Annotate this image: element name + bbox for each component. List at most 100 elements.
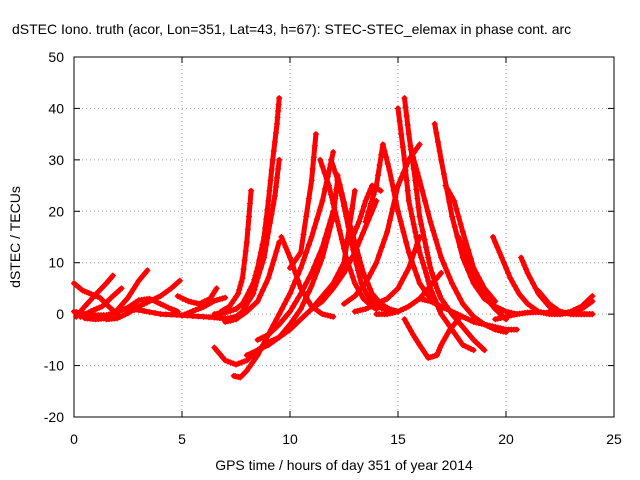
data-point-marker <box>362 280 369 287</box>
trace-marker <box>430 293 437 300</box>
trace-marker <box>347 223 354 230</box>
data-point-marker <box>114 307 121 314</box>
data-point-marker <box>297 306 304 312</box>
trace-marker <box>305 241 312 248</box>
trace-marker <box>278 331 285 338</box>
trace-marker <box>410 154 417 161</box>
data-point-marker <box>416 249 423 256</box>
trace-marker <box>413 272 420 279</box>
trace-marker <box>216 296 223 303</box>
y-tick-label: 20 <box>48 203 64 219</box>
data-point-marker <box>567 309 574 316</box>
trace-marker <box>260 286 266 293</box>
data-point-marker <box>451 198 458 204</box>
trace-marker <box>130 286 137 293</box>
data-point-marker <box>518 254 525 261</box>
trace-marker <box>459 244 466 251</box>
trace-marker <box>327 313 334 320</box>
trace-marker <box>449 194 455 201</box>
data-point-marker <box>431 120 438 127</box>
trace-marker <box>289 304 296 311</box>
trace-marker <box>378 244 385 251</box>
data-series-27 <box>351 234 423 315</box>
trace-marker <box>264 235 271 242</box>
trace-marker <box>272 183 279 190</box>
trace-marker <box>509 279 516 285</box>
trace-marker <box>330 200 337 207</box>
trace-marker <box>95 288 102 295</box>
series-trace <box>287 131 319 271</box>
trace-marker <box>421 264 428 271</box>
trace-marker <box>256 270 263 276</box>
trace-marker <box>303 294 310 301</box>
trace-marker <box>359 306 366 313</box>
data-series-35 <box>431 120 520 318</box>
data-series-34 <box>416 295 520 333</box>
data-point-marker <box>386 167 393 174</box>
trace-marker <box>257 292 264 299</box>
trace-marker <box>457 320 464 327</box>
x-tick-label: 25 <box>606 431 622 447</box>
trace-marker <box>251 356 258 363</box>
axis-ticks: 0 5 10 15 20 25 -20 -10 0 10 20 30 40 50 <box>44 49 622 447</box>
series-trace <box>402 316 461 361</box>
trace-marker <box>366 285 373 292</box>
trace-marker <box>415 204 422 211</box>
data-point-marker <box>416 213 423 220</box>
trace-marker <box>389 205 396 212</box>
trace-marker <box>249 360 256 366</box>
data-point-marker <box>405 264 412 271</box>
data-point-marker <box>455 234 462 240</box>
trace-marker <box>168 311 175 318</box>
trace-marker <box>238 279 245 285</box>
trace-marker <box>268 210 275 217</box>
data-point-marker <box>360 270 367 276</box>
trace-marker <box>260 334 266 341</box>
trace-marker <box>359 208 366 215</box>
trace-marker <box>411 264 418 271</box>
data-point-marker <box>235 290 242 297</box>
trace-marker <box>257 264 264 271</box>
data-point-marker <box>243 367 250 374</box>
data-point-marker <box>287 321 293 328</box>
data-point-marker <box>412 228 419 235</box>
data-point-marker <box>459 324 466 330</box>
trace-marker <box>397 176 404 183</box>
trace-marker <box>454 290 461 297</box>
trace-marker <box>233 293 239 300</box>
data-point-marker <box>185 298 192 305</box>
trace-marker <box>295 277 302 284</box>
trace-marker <box>270 257 277 264</box>
trace-marker <box>414 239 421 246</box>
trace-marker <box>407 327 414 334</box>
data-point-marker <box>395 208 401 215</box>
plot-frame <box>73 56 615 418</box>
trace-marker <box>489 302 496 309</box>
trace-marker <box>263 241 270 248</box>
data-point-marker <box>449 280 455 287</box>
data-point-marker <box>233 361 239 368</box>
trace-marker <box>98 285 104 292</box>
trace-marker <box>192 307 199 314</box>
trace-marker <box>426 259 433 266</box>
data-series-37 <box>455 234 509 323</box>
trace-marker <box>378 298 385 305</box>
trace-marker <box>419 228 426 235</box>
data-point-marker <box>373 182 380 189</box>
data-point-marker <box>427 264 434 271</box>
trace-marker <box>305 298 312 305</box>
trace-marker <box>370 191 377 198</box>
data-series-33 <box>401 316 462 361</box>
data-point-marker <box>200 313 207 320</box>
trace-marker <box>241 358 248 365</box>
data-point-marker <box>144 267 151 274</box>
trace-marker <box>353 223 360 230</box>
trace-marker <box>359 283 366 290</box>
data-point-marker <box>176 277 183 284</box>
data-point-marker <box>222 357 229 364</box>
data-point-marker <box>287 254 293 261</box>
data-point-marker <box>71 308 77 315</box>
trace-marker <box>284 249 291 256</box>
trace-marker <box>424 208 431 215</box>
